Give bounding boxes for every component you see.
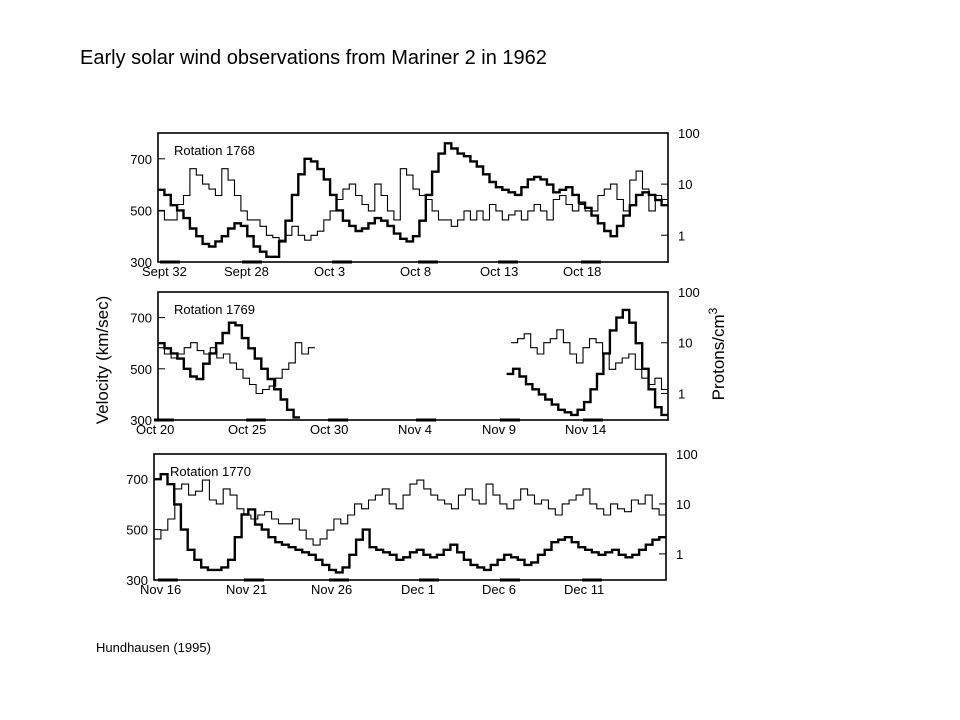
panel-frame [153, 453, 667, 581]
date-tick-label: Dec 11 [564, 582, 604, 597]
density-tick-label: 10 [678, 177, 692, 192]
y-axis-label-density-exponent: 3 [706, 307, 720, 314]
velocity-tick-label: 300 [130, 413, 152, 428]
density-tick-label: 1 [676, 547, 683, 562]
velocity-series-line [154, 473, 666, 574]
velocity-tick-label: 700 [126, 472, 148, 487]
date-tick-label: Sept 28 [224, 264, 269, 279]
density-tick-label: 100 [676, 447, 698, 462]
density-tick-label: 1 [678, 386, 685, 401]
density-tick-label: 10 [676, 497, 690, 512]
date-tick-label: Nov 9 [482, 422, 516, 437]
velocity-series-line [158, 142, 668, 258]
date-tick-label: Oct 3 [314, 264, 345, 279]
velocity-tick-label: 700 [130, 311, 152, 326]
velocity-tick-label: 500 [130, 362, 152, 377]
date-tick-label: Sept 32 [142, 264, 187, 279]
date-tick-label: Nov 16 [140, 582, 181, 597]
panel-label: Rotation 1769 [174, 302, 255, 317]
panel-label: Rotation 1768 [174, 143, 255, 158]
velocity-tick-label: 300 [126, 573, 148, 588]
density-series-line [158, 329, 668, 395]
y-axis-label-velocity: Velocity (km/sec) [93, 296, 112, 424]
date-tick-label: Dec 6 [482, 582, 516, 597]
date-tick-label: Nov 26 [311, 582, 352, 597]
date-tick-label: Oct 8 [400, 264, 431, 279]
velocity-tick-label: 700 [130, 152, 152, 167]
date-tick-label: Oct 13 [480, 264, 518, 279]
density-series-line [154, 479, 666, 546]
density-tick-label: 10 [678, 336, 692, 351]
panel-frame [157, 291, 669, 421]
y-axis-label-density-text: Protons/cm [709, 314, 728, 400]
density-tick-label: 100 [678, 126, 700, 141]
panel-frame [157, 132, 669, 263]
panel-rotation-2: Rotation 1769 300 500 700 1 10 100 Oct 20 Oct 25… [130, 285, 699, 437]
date-tick-label: Oct 25 [228, 422, 266, 437]
panel-label: Rotation 1770 [170, 464, 251, 479]
velocity-tick-label: 500 [126, 523, 148, 538]
velocity-series-line [158, 308, 668, 419]
density-tick-label: 100 [678, 285, 700, 300]
slide-title: Early solar wind observations from Marin… [80, 47, 547, 69]
velocity-tick-label: 300 [130, 255, 152, 270]
date-tick-label: Nov 14 [565, 422, 606, 437]
density-series-line [158, 168, 668, 241]
panel-rotation-3: Rotation 1770 300 500 700 1 10 100 Nov 16 Nov 21… [126, 447, 697, 597]
density-tick-label: 1 [678, 228, 685, 243]
figure-citation: Hundhausen (1995) [96, 640, 211, 655]
date-tick-label: Oct 18 [563, 264, 601, 279]
date-tick-label: Oct 30 [310, 422, 348, 437]
velocity-tick-label: 500 [130, 203, 152, 218]
y-axis-label-density: Protons/cm3 [706, 307, 728, 400]
chart-panels: Rotation 1768 300 500 700 1 10 100 Sept 32 Sept … [126, 126, 699, 597]
date-tick-label: Nov 4 [398, 422, 432, 437]
panel-rotation-1: Rotation 1768 300 500 700 1 10 100 Sept 32 Sept … [130, 126, 699, 279]
date-tick-label: Oct 20 [136, 422, 174, 437]
date-tick-label: Nov 21 [226, 582, 267, 597]
date-tick-label: Dec 1 [401, 582, 435, 597]
